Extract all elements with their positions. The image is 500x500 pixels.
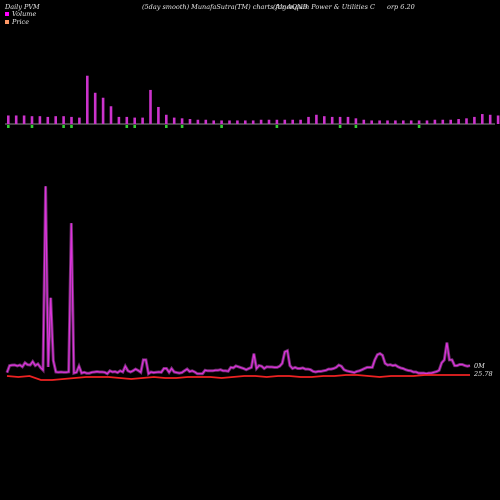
volume-bar bbox=[457, 119, 460, 124]
volume-bar bbox=[394, 120, 397, 124]
volume-bar bbox=[417, 120, 421, 124]
volume-bar bbox=[93, 92, 97, 124]
volume-down-bar bbox=[220, 125, 223, 128]
volume-bar bbox=[409, 120, 413, 124]
volume-bar bbox=[196, 119, 200, 124]
volume-down-bar bbox=[180, 125, 184, 128]
volume-bar bbox=[283, 119, 287, 124]
volume-bar bbox=[267, 119, 271, 124]
volume-bar bbox=[212, 120, 215, 124]
volume-down-bar bbox=[338, 125, 342, 128]
volume-bar bbox=[109, 106, 113, 124]
volume-bar bbox=[338, 116, 342, 124]
legend-price-swatch bbox=[5, 20, 9, 24]
volume-bar bbox=[86, 75, 89, 124]
volume-bar bbox=[465, 118, 468, 124]
volume-down-bar bbox=[62, 125, 65, 128]
volume-bar bbox=[346, 116, 350, 124]
chart-title-company-tail: orp 6.20 bbox=[387, 3, 415, 11]
volume-bar bbox=[354, 118, 358, 124]
legend-volume-label: Volume bbox=[12, 10, 37, 18]
volume-bar bbox=[70, 116, 73, 124]
legend-volume: Volume bbox=[5, 10, 36, 18]
volume-bar bbox=[496, 115, 500, 124]
volume-bar bbox=[22, 115, 26, 124]
price-value-label: 25.78 bbox=[473, 370, 493, 378]
volume-bar bbox=[449, 119, 452, 124]
volume-bar bbox=[38, 116, 42, 124]
volume-bar bbox=[46, 116, 50, 124]
volume-bar bbox=[62, 116, 65, 124]
volume-bar bbox=[275, 119, 279, 124]
volume-bar bbox=[330, 116, 334, 124]
volume-down-bar bbox=[275, 125, 279, 128]
volume-bar bbox=[54, 116, 57, 124]
volume-down-bar bbox=[70, 125, 73, 128]
volume-bar bbox=[291, 119, 294, 124]
volume-bar bbox=[402, 120, 405, 124]
volume-bar bbox=[172, 117, 176, 124]
volume-bar bbox=[78, 117, 81, 124]
volume-bar bbox=[362, 119, 366, 124]
volume-bar bbox=[220, 120, 223, 124]
volume-bar bbox=[481, 114, 484, 124]
legend-volume-swatch bbox=[5, 12, 9, 16]
pvm-value-label: 0M bbox=[474, 362, 485, 370]
chart-title-right: (Algonquin Power & Utilities C orp 6.20 bbox=[273, 3, 415, 11]
volume-bar bbox=[488, 114, 492, 124]
volume-bar bbox=[251, 120, 255, 124]
volume-bar bbox=[101, 97, 105, 124]
pvm-line bbox=[6, 186, 471, 375]
volume-down-bar bbox=[125, 125, 129, 128]
chart-title-left: Daily PVM bbox=[5, 3, 40, 11]
volume-down-bar bbox=[30, 125, 34, 128]
volume-bar bbox=[14, 115, 18, 124]
chart-title-company: (Algonquin Power & Utilities C bbox=[273, 3, 375, 11]
volume-bar bbox=[141, 117, 144, 124]
volume-bar bbox=[157, 106, 160, 124]
volume-bar bbox=[30, 116, 34, 124]
volume-bar bbox=[299, 119, 302, 124]
volume-bar bbox=[441, 119, 445, 124]
volume-bar bbox=[125, 116, 129, 124]
volume-bar bbox=[228, 120, 231, 124]
volume-bars bbox=[7, 75, 500, 128]
volume-bar bbox=[165, 114, 168, 124]
volume-bar bbox=[188, 119, 192, 124]
price-line bbox=[6, 374, 470, 381]
volume-bar bbox=[259, 119, 263, 124]
volume-bar bbox=[180, 118, 184, 124]
chart-title-center: (5day smooth) MunafaSutra(TM) charts for… bbox=[142, 3, 308, 11]
volume-down-bar bbox=[417, 125, 421, 128]
pvm-lines bbox=[5, 186, 471, 381]
volume-bar bbox=[204, 119, 208, 124]
volume-bar bbox=[149, 89, 152, 124]
volume-bar bbox=[370, 120, 373, 124]
volume-bar bbox=[425, 120, 429, 124]
volume-bar bbox=[244, 120, 247, 124]
pvm-line-glow bbox=[5, 186, 471, 377]
volume-down-bar bbox=[165, 125, 168, 128]
volume-bar bbox=[236, 120, 239, 124]
legend-price: Price bbox=[5, 18, 29, 26]
volume-bar bbox=[315, 114, 318, 124]
volume-down-bar bbox=[354, 125, 358, 128]
volume-bar bbox=[473, 116, 476, 124]
volume-bar bbox=[433, 119, 437, 124]
volume-bar bbox=[307, 116, 310, 124]
volume-bar bbox=[386, 120, 389, 124]
volume-down-bar bbox=[133, 125, 136, 128]
volume-bar bbox=[323, 116, 326, 124]
volume-bar bbox=[7, 115, 10, 124]
volume-down-bar bbox=[7, 125, 10, 128]
volume-bar bbox=[117, 116, 121, 124]
volume-bar bbox=[378, 120, 381, 124]
legend-price-label: Price bbox=[12, 18, 30, 26]
volume-bar bbox=[133, 117, 136, 124]
